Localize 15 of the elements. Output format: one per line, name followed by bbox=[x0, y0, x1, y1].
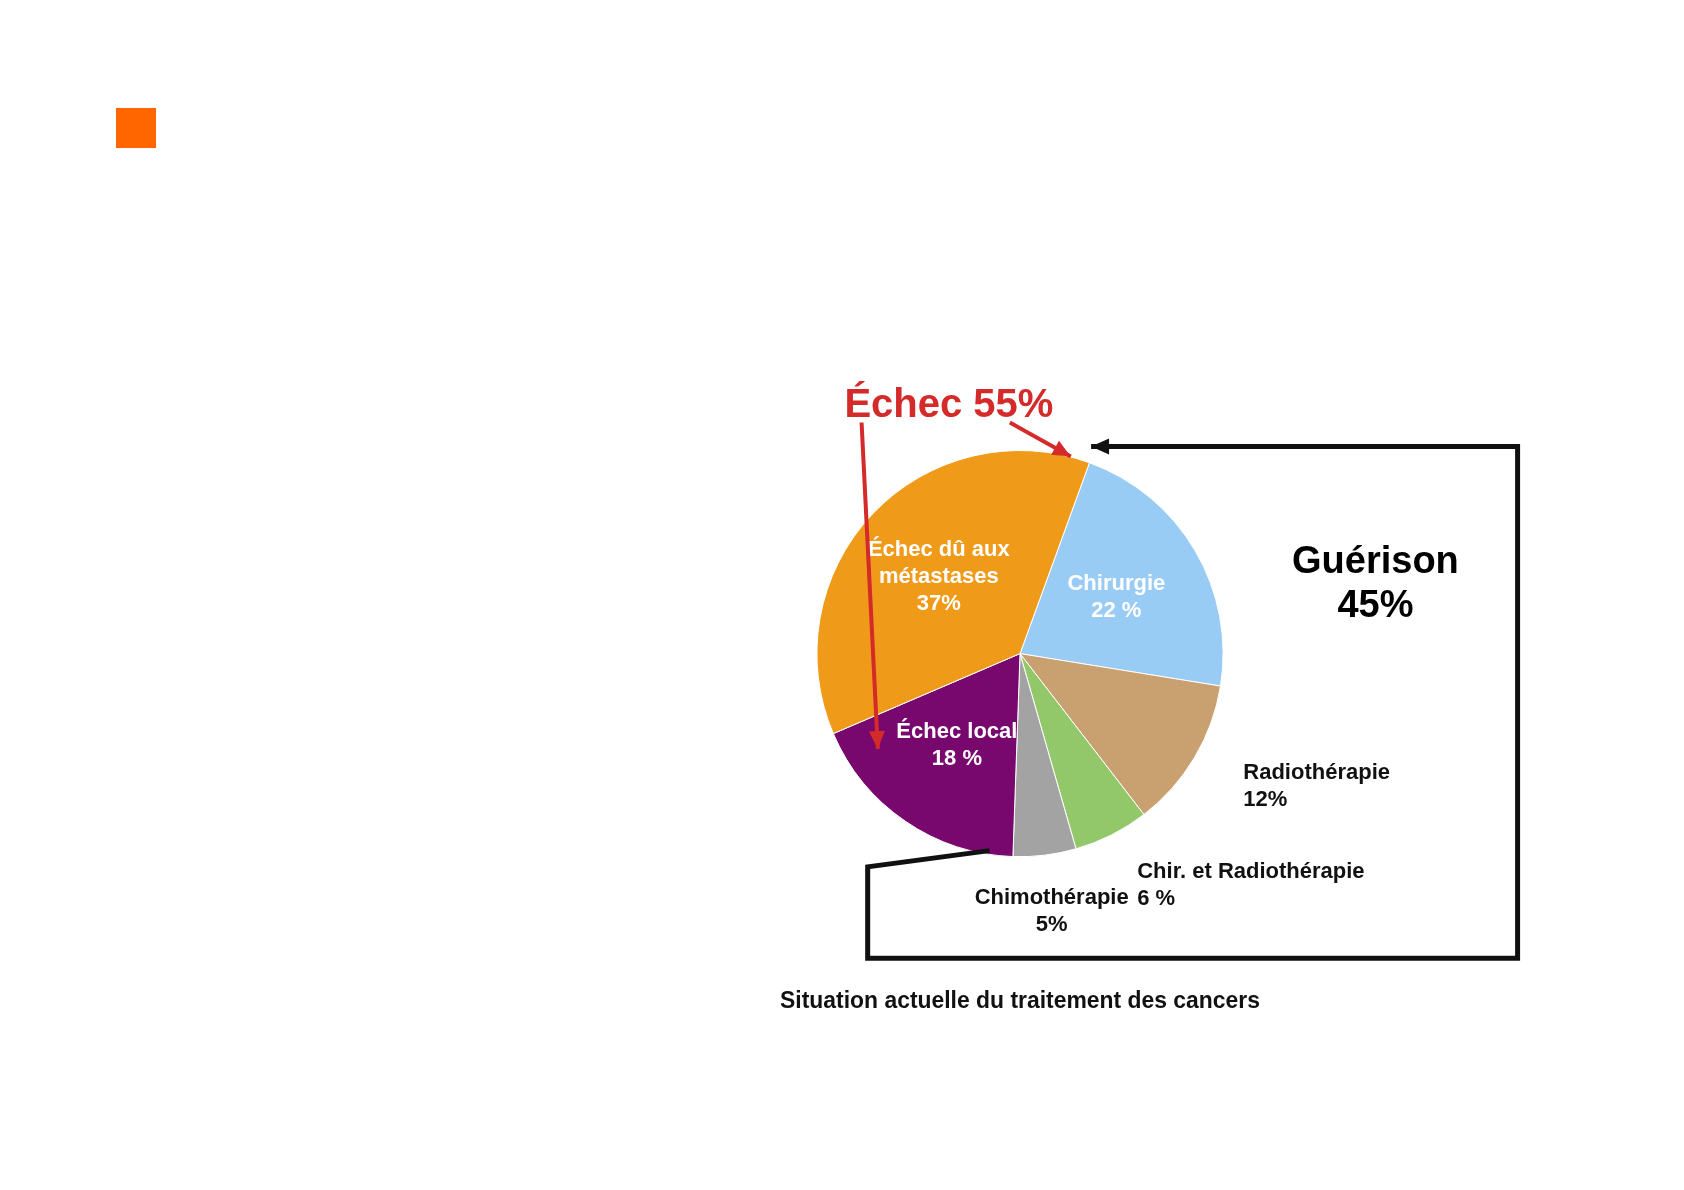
text: Guérison 45% bbox=[1292, 538, 1459, 625]
slice-label: Chimothérapie bbox=[974, 884, 1129, 910]
data-label: 22 % bbox=[1091, 596, 1142, 622]
text: Échec 55% bbox=[844, 380, 1054, 425]
slice-label: Chir. et Radiothérapie bbox=[1137, 858, 1365, 884]
text: Situation actuelle du traitement des cancers bbox=[780, 986, 1260, 1014]
data-label: 5% bbox=[1035, 911, 1068, 937]
slice-label: Radiothérapie bbox=[1243, 759, 1391, 785]
data-label: 6 % bbox=[1137, 885, 1176, 911]
data-label: 12% bbox=[1243, 786, 1288, 812]
slice-label: Chirurgie bbox=[1067, 569, 1166, 595]
slice-label: Échec local bbox=[896, 718, 1018, 744]
data-label: 37% bbox=[916, 589, 961, 615]
data-label: 18 % bbox=[931, 745, 982, 771]
slice-label: Échec dû aux métastases bbox=[867, 535, 1011, 588]
